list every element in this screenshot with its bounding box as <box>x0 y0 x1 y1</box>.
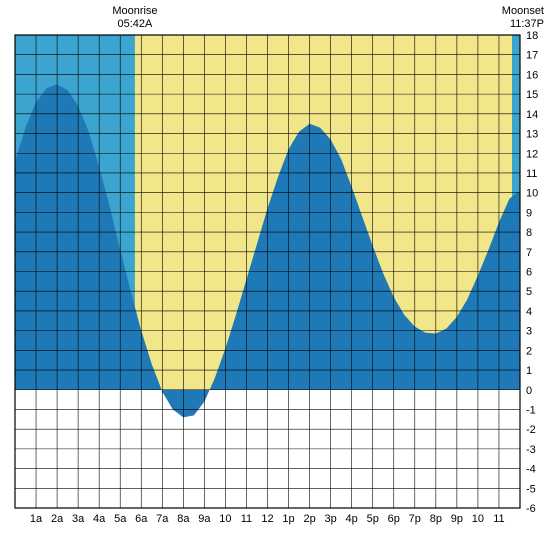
x-tick-label: 10 <box>472 513 484 525</box>
x-tick-label: 6p <box>388 513 400 525</box>
tide-chart: 1a2a3a4a5a6a7a8a9a1011121p2p3p4p5p6p7p8p… <box>0 0 550 550</box>
x-tick-label: 6a <box>135 513 148 525</box>
moonset-time: 11:37P <box>510 18 544 30</box>
y-tick-label: 11 <box>526 168 537 180</box>
y-tick-label: 16 <box>526 69 538 81</box>
x-tick-label: 9a <box>198 513 211 525</box>
x-tick-label: 5a <box>114 513 127 525</box>
y-tick-label: 1 <box>526 365 532 377</box>
y-tick-label: -1 <box>526 404 536 416</box>
moonset-label: Moonset <box>502 5 544 17</box>
x-tick-label: 7a <box>156 513 169 525</box>
y-tick-label: -3 <box>526 444 536 456</box>
y-tick-label: 13 <box>526 129 538 141</box>
y-tick-label: 6 <box>526 267 532 279</box>
x-tick-label: 4a <box>93 513 106 525</box>
y-tick-label: 14 <box>526 109 538 121</box>
y-tick-label: -4 <box>526 464 536 476</box>
x-tick-label: 1p <box>282 513 294 525</box>
x-tick-label: 12 <box>261 513 273 525</box>
y-tick-label: -2 <box>526 424 536 436</box>
x-tick-label: 10 <box>219 513 231 525</box>
x-tick-label: 4p <box>346 513 358 525</box>
moonrise-time: 05:42A <box>118 18 154 30</box>
y-tick-label: 5 <box>526 286 532 298</box>
y-tick-label: 0 <box>526 385 532 397</box>
x-tick-label: 2a <box>51 513 64 525</box>
y-tick-label: 12 <box>526 148 538 160</box>
y-tick-label: 10 <box>526 188 538 200</box>
x-tick-label: 8a <box>177 513 190 525</box>
x-tick-label: 2p <box>303 513 315 525</box>
y-tick-label: -6 <box>526 503 536 515</box>
moonrise-label: Moonrise <box>112 5 157 17</box>
y-tick-label: 17 <box>526 50 538 62</box>
y-tick-label: 8 <box>526 227 532 239</box>
y-tick-label: -5 <box>526 483 536 495</box>
y-tick-label: 18 <box>526 30 538 42</box>
y-tick-label: 7 <box>526 247 532 259</box>
y-tick-label: 4 <box>526 306 532 318</box>
x-tick-label: 8p <box>430 513 442 525</box>
y-tick-label: 2 <box>526 345 532 357</box>
x-tick-label: 3a <box>72 513 85 525</box>
x-tick-label: 1a <box>30 513 43 525</box>
x-tick-label: 3p <box>325 513 337 525</box>
y-tick-label: 3 <box>526 326 532 338</box>
x-tick-label: 9p <box>451 513 463 525</box>
y-tick-label: 15 <box>526 89 538 101</box>
x-tick-label: 7p <box>409 513 421 525</box>
chart-svg: 1a2a3a4a5a6a7a8a9a1011121p2p3p4p5p6p7p8p… <box>0 0 550 550</box>
y-tick-label: 9 <box>526 207 532 219</box>
x-tick-label: 11 <box>241 513 252 525</box>
x-tick-label: 5p <box>367 513 379 525</box>
x-tick-label: 11 <box>493 513 504 525</box>
